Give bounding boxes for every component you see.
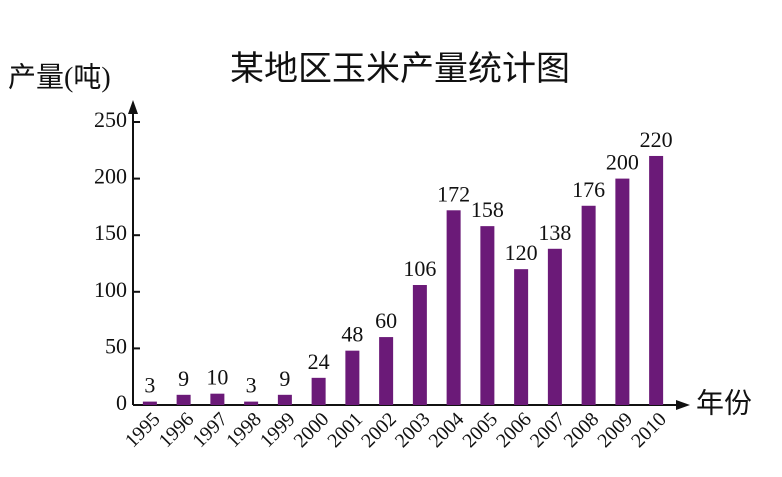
x-tick-label: 1999 [256, 408, 300, 452]
y-tick-label: 200 [94, 164, 127, 189]
x-tick-label: 1998 [222, 408, 266, 452]
bar [581, 205, 596, 405]
data-label: 10 [206, 365, 228, 390]
x-tick-label: 2009 [593, 408, 637, 452]
bar [615, 178, 630, 405]
bar [311, 377, 326, 405]
data-label: 138 [538, 220, 571, 245]
x-tick-label: 1995 [121, 408, 165, 452]
chart-title: 某地区玉米产量统计图 [230, 50, 570, 88]
bar [277, 394, 292, 405]
data-label: 3 [246, 373, 257, 398]
y-tick-label: 150 [94, 220, 127, 245]
y-axis-arrow [128, 100, 138, 114]
data-label: 3 [144, 373, 155, 398]
x-tick-label: 1997 [188, 408, 232, 452]
y-tick-label: 50 [105, 333, 127, 358]
x-tick-label: 2000 [290, 408, 334, 452]
data-label: 172 [437, 181, 470, 206]
y-tick-label: 0 [116, 390, 127, 415]
bar [142, 401, 157, 405]
data-label: 9 [178, 366, 189, 391]
x-tick-label: 2008 [560, 408, 604, 452]
bar [446, 210, 461, 405]
bar [379, 337, 394, 405]
y-axis-label: 产量(吨) [8, 61, 111, 93]
bar [547, 248, 562, 405]
bar [244, 401, 259, 405]
bar [210, 393, 225, 405]
y-tick-label: 100 [94, 277, 127, 302]
data-label: 106 [403, 256, 436, 281]
data-label: 120 [505, 240, 538, 265]
bar [649, 155, 664, 405]
x-axis-label: 年份 [696, 387, 752, 419]
x-axis-arrow [676, 400, 690, 410]
data-label: 176 [572, 177, 605, 202]
x-tick-label: 2007 [526, 408, 570, 452]
data-label: 200 [606, 150, 639, 175]
bar [480, 226, 495, 405]
x-tick-label: 2006 [492, 408, 536, 452]
data-label: 60 [375, 308, 397, 333]
data-label: 24 [308, 349, 330, 374]
bar [176, 394, 191, 405]
x-tick-label: 2001 [323, 408, 367, 452]
x-tick-label: 2004 [425, 408, 469, 452]
x-tick-label: 2003 [391, 408, 435, 452]
x-tick-label: 2005 [458, 408, 502, 452]
x-tick-label: 1996 [155, 408, 199, 452]
x-tick-label: 2010 [627, 408, 671, 452]
bar [412, 285, 427, 405]
x-tick-label: 2002 [357, 408, 401, 452]
bar [514, 269, 529, 405]
y-tick-label: 250 [94, 107, 127, 132]
data-label: 9 [279, 366, 290, 391]
bar [345, 350, 360, 405]
data-label: 220 [640, 127, 673, 152]
data-label: 48 [341, 322, 363, 347]
data-label: 158 [471, 197, 504, 222]
